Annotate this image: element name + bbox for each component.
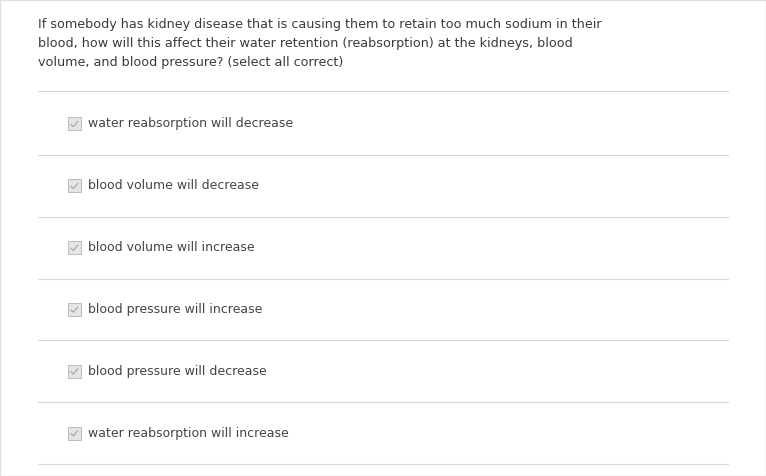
FancyBboxPatch shape — [67, 426, 80, 439]
FancyBboxPatch shape — [67, 118, 80, 130]
Text: blood volume will decrease: blood volume will decrease — [88, 179, 259, 192]
Text: water reabsorption will decrease: water reabsorption will decrease — [88, 118, 293, 130]
FancyBboxPatch shape — [67, 303, 80, 316]
FancyBboxPatch shape — [67, 179, 80, 192]
Text: If somebody has kidney disease that is causing them to retain too much sodium in: If somebody has kidney disease that is c… — [38, 18, 601, 31]
Text: blood, how will this affect their water retention (reabsorption) at the kidneys,: blood, how will this affect their water … — [38, 37, 573, 50]
Text: blood volume will increase: blood volume will increase — [88, 241, 254, 254]
Text: blood pressure will decrease: blood pressure will decrease — [88, 365, 267, 378]
FancyBboxPatch shape — [67, 241, 80, 254]
Text: blood pressure will increase: blood pressure will increase — [88, 303, 263, 316]
FancyBboxPatch shape — [67, 365, 80, 378]
Text: volume, and blood pressure? (select all correct): volume, and blood pressure? (select all … — [38, 56, 343, 69]
Text: water reabsorption will increase: water reabsorption will increase — [88, 426, 289, 439]
